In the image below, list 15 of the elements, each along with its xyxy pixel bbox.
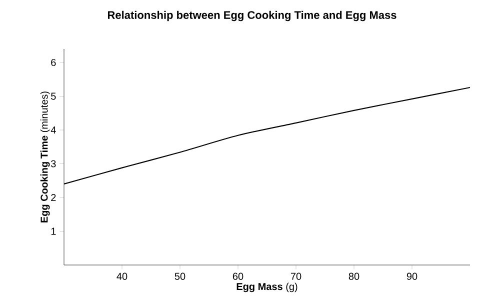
y-tick-label: 2 [51,194,56,201]
y-axis-title: Egg Cooking Time (minutes) [40,92,50,222]
x-tick-label: 40 [116,272,128,280]
y-tick-label: 4 [50,126,56,134]
y-tick-label: 6 [51,58,56,66]
x-tick-label: 50 [174,272,186,280]
x-axis-title: Egg Mass (g) [236,282,298,292]
x-tick-label: 90 [406,272,418,280]
chart-title: Relationship between Egg Cooking Time and Egg Mass [108,10,396,22]
x-tick-label: 80 [348,272,360,280]
y-tick-label: 1 [51,228,56,235]
y-tick-label: 5 [51,92,56,100]
y-tick-label: 3 [51,160,56,168]
x-tick-label: 60 [232,272,244,280]
x-tick-label: 70 [290,272,302,280]
